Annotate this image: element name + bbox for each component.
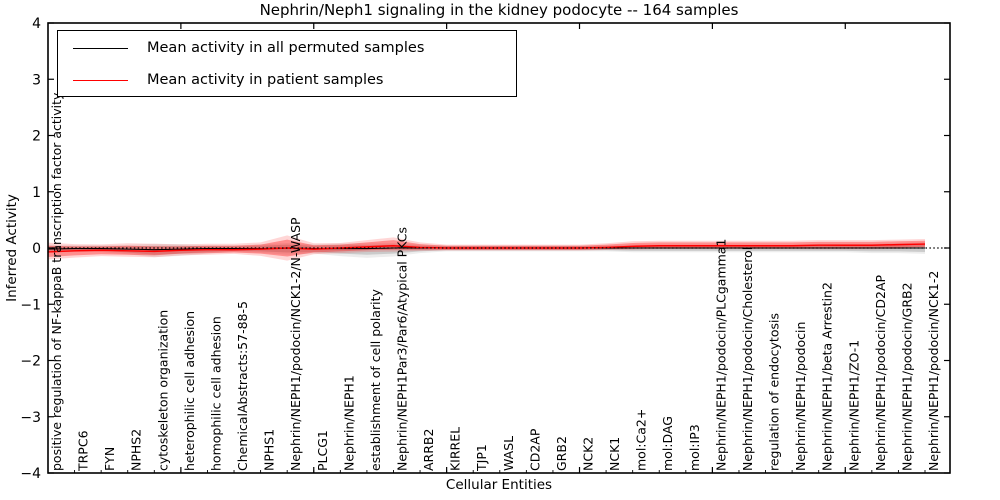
x-category-label: TJP1 bbox=[474, 444, 489, 472]
permuted-line-sample-icon bbox=[73, 47, 128, 49]
y-tick-label: 2 bbox=[32, 129, 41, 145]
y-tick-label: 1 bbox=[32, 185, 41, 201]
x-category-label: FYN bbox=[102, 447, 117, 471]
x-category-label: Nephrin/NEPH1/podocin/NCK1-2 bbox=[926, 271, 941, 471]
x-category-label: TRPC6 bbox=[76, 430, 91, 472]
x-category-label: Nephrin/NEPH1Par3/Par6/Atypical PKCs bbox=[394, 227, 409, 471]
x-category-label: mol:DAG bbox=[660, 416, 675, 471]
x-category-label: mol:IP3 bbox=[687, 424, 702, 471]
x-category-label: Nephrin/NEPH1/beta Arrestin2 bbox=[820, 282, 835, 471]
x-category-label: Nephrin/NEPH1/podocin bbox=[793, 322, 808, 471]
y-tick-label: −1 bbox=[20, 297, 41, 313]
x-category-label: Nephrin/NEPH1/podocin/Cholesterol bbox=[740, 247, 755, 471]
x-category-label: cytoskeleton organization bbox=[155, 310, 170, 471]
y-tick-label: −2 bbox=[20, 354, 41, 370]
y-tick-label: −3 bbox=[20, 410, 41, 426]
x-category-label: Nephrin/NEPH1 bbox=[341, 375, 356, 471]
x-category-label: homophilic cell adhesion bbox=[208, 316, 223, 471]
x-category-label: ChemicalAbstracts:57-88-5 bbox=[235, 301, 250, 471]
y-tick-label: −4 bbox=[20, 466, 41, 482]
y-axis-label: Inferred Activity bbox=[4, 194, 20, 302]
x-category-label: WASL bbox=[501, 436, 516, 471]
x-category-label: CD2AP bbox=[527, 428, 542, 471]
x-category-label: establishment of cell polarity bbox=[368, 289, 383, 471]
y-tick-label: 3 bbox=[32, 72, 41, 88]
legend-label: Mean activity in all permuted samples bbox=[147, 40, 425, 56]
legend-entry-patient: Mean activity in patient samples bbox=[58, 64, 516, 96]
x-category-label: Nephrin/NEPH1/podocin/GRB2 bbox=[899, 282, 914, 471]
legend-label: Mean activity in patient samples bbox=[147, 72, 384, 88]
chart-title: Nephrin/Neph1 signaling in the kidney po… bbox=[259, 1, 739, 19]
legend-entry-permuted: Mean activity in all permuted samples bbox=[58, 32, 516, 64]
x-category-label: Nephrin/NEPH1/podocin/NCK1-2/N-WASP bbox=[288, 217, 303, 471]
x-category-label: ARRB2 bbox=[421, 429, 436, 471]
x-category-label: Nephrin/NEPH1/ZO-1 bbox=[846, 340, 861, 471]
x-category-label: heterophilic cell adhesion bbox=[182, 311, 197, 471]
x-category-label: GRB2 bbox=[554, 436, 569, 471]
y-tick-label: 4 bbox=[32, 16, 41, 32]
x-category-label: NCK2 bbox=[581, 437, 596, 471]
x-category-label: Nephrin/NEPH1/podocin/PLCgamma1 bbox=[713, 239, 728, 471]
x-category-label: PLCG1 bbox=[315, 430, 330, 471]
permuted-band bbox=[48, 244, 925, 255]
x-category-label: NPHS2 bbox=[129, 429, 144, 471]
x-category-label: regulation of endocytosis bbox=[767, 313, 782, 471]
x-category-label: NPHS1 bbox=[262, 429, 277, 471]
x-axis-label: Cellular Entities bbox=[445, 477, 553, 493]
legend: Mean activity in all permuted samples Me… bbox=[57, 30, 517, 97]
patient-mean-line bbox=[47, 243, 926, 253]
x-category-label: KIRREL bbox=[448, 427, 463, 471]
patient-line-sample-icon bbox=[73, 79, 128, 81]
y-tick-label: 0 bbox=[32, 241, 41, 257]
x-category-label: positive regulation of NF-kappaB transcr… bbox=[49, 92, 64, 471]
x-category-label: mol:Ca2+ bbox=[634, 409, 649, 471]
x-category-label: NCK1 bbox=[607, 437, 622, 471]
x-category-label: Nephrin/NEPH1/podocin/CD2AP bbox=[873, 275, 888, 471]
